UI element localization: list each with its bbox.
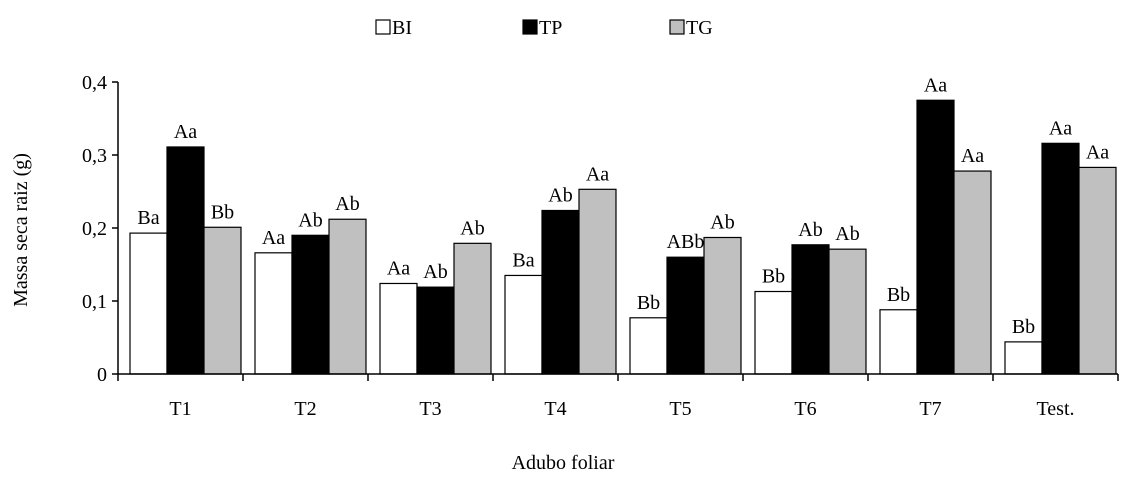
data-label-tp-t3: Ab bbox=[423, 261, 447, 283]
bar-bi-t6 bbox=[754, 290, 793, 375]
bar-tg-t2 bbox=[328, 218, 367, 375]
bar-bi-t4 bbox=[504, 274, 543, 375]
y-axis-title: Massa seca raiz (g) bbox=[10, 153, 32, 307]
axes: 0 0,1 0,2 0,3 0,4 T1 T2 T3 T4 T5 T6 T7 Test. bbox=[82, 72, 1119, 420]
data-label-bi-t4: Ba bbox=[512, 249, 534, 271]
bar-tp-t6 bbox=[791, 244, 830, 375]
bar-tg-t7 bbox=[953, 170, 992, 375]
legend-swatch-tp bbox=[522, 19, 538, 35]
x-tick-label-t6: T6 bbox=[794, 398, 816, 420]
x-tick-label-t5: T5 bbox=[669, 398, 691, 420]
bar-tp-test bbox=[1041, 142, 1080, 375]
legend-item-tg: TG bbox=[669, 17, 713, 39]
bar-tp-t7 bbox=[916, 99, 955, 375]
bar-tg-t5 bbox=[703, 236, 742, 375]
data-label-bi-t1: Ba bbox=[137, 207, 159, 229]
y-tick-label: 0,2 bbox=[82, 218, 107, 240]
data-label-bi-t7: Bb bbox=[887, 284, 910, 306]
data-label-bi-t5: Bb bbox=[637, 292, 660, 314]
bar-tp-t5 bbox=[666, 256, 705, 375]
data-label-tp-t6: Ab bbox=[798, 219, 822, 241]
data-label-tp-t5: ABb bbox=[667, 231, 705, 253]
data-label-bi-t6: Bb bbox=[762, 266, 785, 288]
data-label-tp-t1: Aa bbox=[174, 121, 197, 143]
x-tick-label-t7: T7 bbox=[919, 398, 941, 420]
bars bbox=[129, 99, 1117, 375]
data-label-tg-test: Aa bbox=[1086, 141, 1109, 163]
x-tick-label-t1: T1 bbox=[169, 398, 191, 420]
bar-tp-t4 bbox=[541, 209, 580, 375]
legend-item-tp: TP bbox=[522, 17, 562, 39]
data-label-tg-t5: Ab bbox=[710, 211, 734, 233]
bar-tp-t1 bbox=[166, 146, 205, 375]
bar-tg-t3 bbox=[453, 242, 492, 375]
bar-bi-t3 bbox=[379, 282, 418, 375]
bar-bi-t7 bbox=[879, 309, 918, 375]
data-label-bi-test: Bb bbox=[1012, 316, 1035, 338]
x-axis-title: Adubo foliar bbox=[512, 452, 615, 474]
data-label-tp-t2: Ab bbox=[298, 209, 322, 231]
x-tick-label-t2: T2 bbox=[294, 398, 316, 420]
x-tick-label-t4: T4 bbox=[544, 398, 566, 420]
data-label-tp-t7: Aa bbox=[924, 74, 947, 96]
data-label-tg-t2: Ab bbox=[335, 193, 359, 215]
data-label-tp-test: Aa bbox=[1049, 117, 1072, 139]
bar-tg-t6 bbox=[828, 248, 867, 375]
y-tick-label: 0,3 bbox=[82, 145, 107, 167]
bar-tg-t1 bbox=[203, 226, 242, 375]
x-tick-label-t3: T3 bbox=[419, 398, 441, 420]
bar-tp-t3 bbox=[416, 286, 455, 375]
data-label-tp-t4: Ab bbox=[548, 184, 572, 206]
y-tick-label: 0 bbox=[97, 364, 107, 386]
data-label-tg-t4: Aa bbox=[586, 163, 609, 185]
data-label-bi-t3: Aa bbox=[387, 257, 410, 279]
legend-swatch-bi bbox=[375, 19, 391, 35]
data-label-bi-t2: Aa bbox=[262, 227, 285, 249]
data-label-tg-t3: Ab bbox=[460, 217, 484, 239]
bar-bi-t5 bbox=[629, 317, 668, 375]
y-tick-label: 0,4 bbox=[82, 72, 107, 94]
bar-bi-t1 bbox=[129, 232, 168, 375]
legend-label-tg: TG bbox=[686, 17, 713, 39]
bar-tg-t4 bbox=[578, 188, 617, 375]
data-label-tg-t6: Ab bbox=[835, 223, 859, 245]
bar-tp-t2 bbox=[291, 234, 330, 375]
legend-item-bi: BI bbox=[375, 17, 412, 39]
legend-label-tp: TP bbox=[539, 17, 562, 39]
y-tick-label: 0,1 bbox=[82, 291, 107, 313]
bar-bi-t2 bbox=[254, 252, 293, 375]
data-label-tg-t1: Bb bbox=[211, 201, 234, 223]
bar-tg-test bbox=[1078, 166, 1117, 375]
legend: BI TP TG bbox=[375, 17, 713, 39]
data-label-tg-t7: Aa bbox=[961, 145, 984, 167]
x-tick-label-test: Test. bbox=[1036, 398, 1074, 420]
legend-label-bi: BI bbox=[392, 17, 412, 39]
legend-swatch-tg bbox=[669, 19, 685, 35]
bar-bi-test bbox=[1004, 341, 1043, 375]
